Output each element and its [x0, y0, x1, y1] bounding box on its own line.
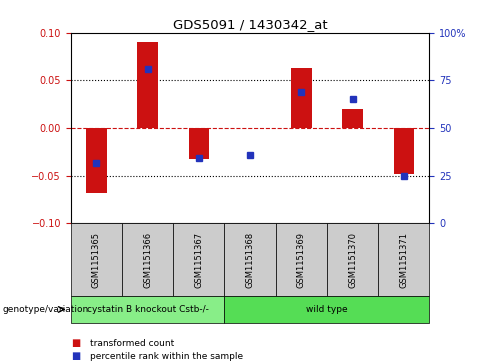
- Text: GSM1151370: GSM1151370: [348, 232, 357, 287]
- Title: GDS5091 / 1430342_at: GDS5091 / 1430342_at: [173, 19, 327, 32]
- Text: GSM1151366: GSM1151366: [143, 232, 152, 287]
- Text: GSM1151365: GSM1151365: [92, 232, 101, 287]
- Bar: [138, 42, 158, 128]
- Text: genotype/variation: genotype/variation: [2, 305, 89, 314]
- Text: ■: ■: [71, 351, 80, 362]
- Bar: [394, 128, 414, 174]
- Text: wild type: wild type: [306, 305, 348, 314]
- Text: percentile rank within the sample: percentile rank within the sample: [90, 352, 244, 361]
- Text: GSM1151367: GSM1151367: [194, 232, 203, 287]
- Bar: [291, 68, 312, 128]
- Text: GSM1151368: GSM1151368: [245, 232, 255, 287]
- Text: transformed count: transformed count: [90, 339, 175, 347]
- Bar: [86, 128, 106, 193]
- Bar: [189, 128, 209, 159]
- Text: GSM1151369: GSM1151369: [297, 232, 306, 287]
- Bar: [343, 109, 363, 128]
- Text: cystatin B knockout Cstb-/-: cystatin B knockout Cstb-/-: [87, 305, 208, 314]
- Text: GSM1151371: GSM1151371: [399, 232, 408, 287]
- Text: ■: ■: [71, 338, 80, 348]
